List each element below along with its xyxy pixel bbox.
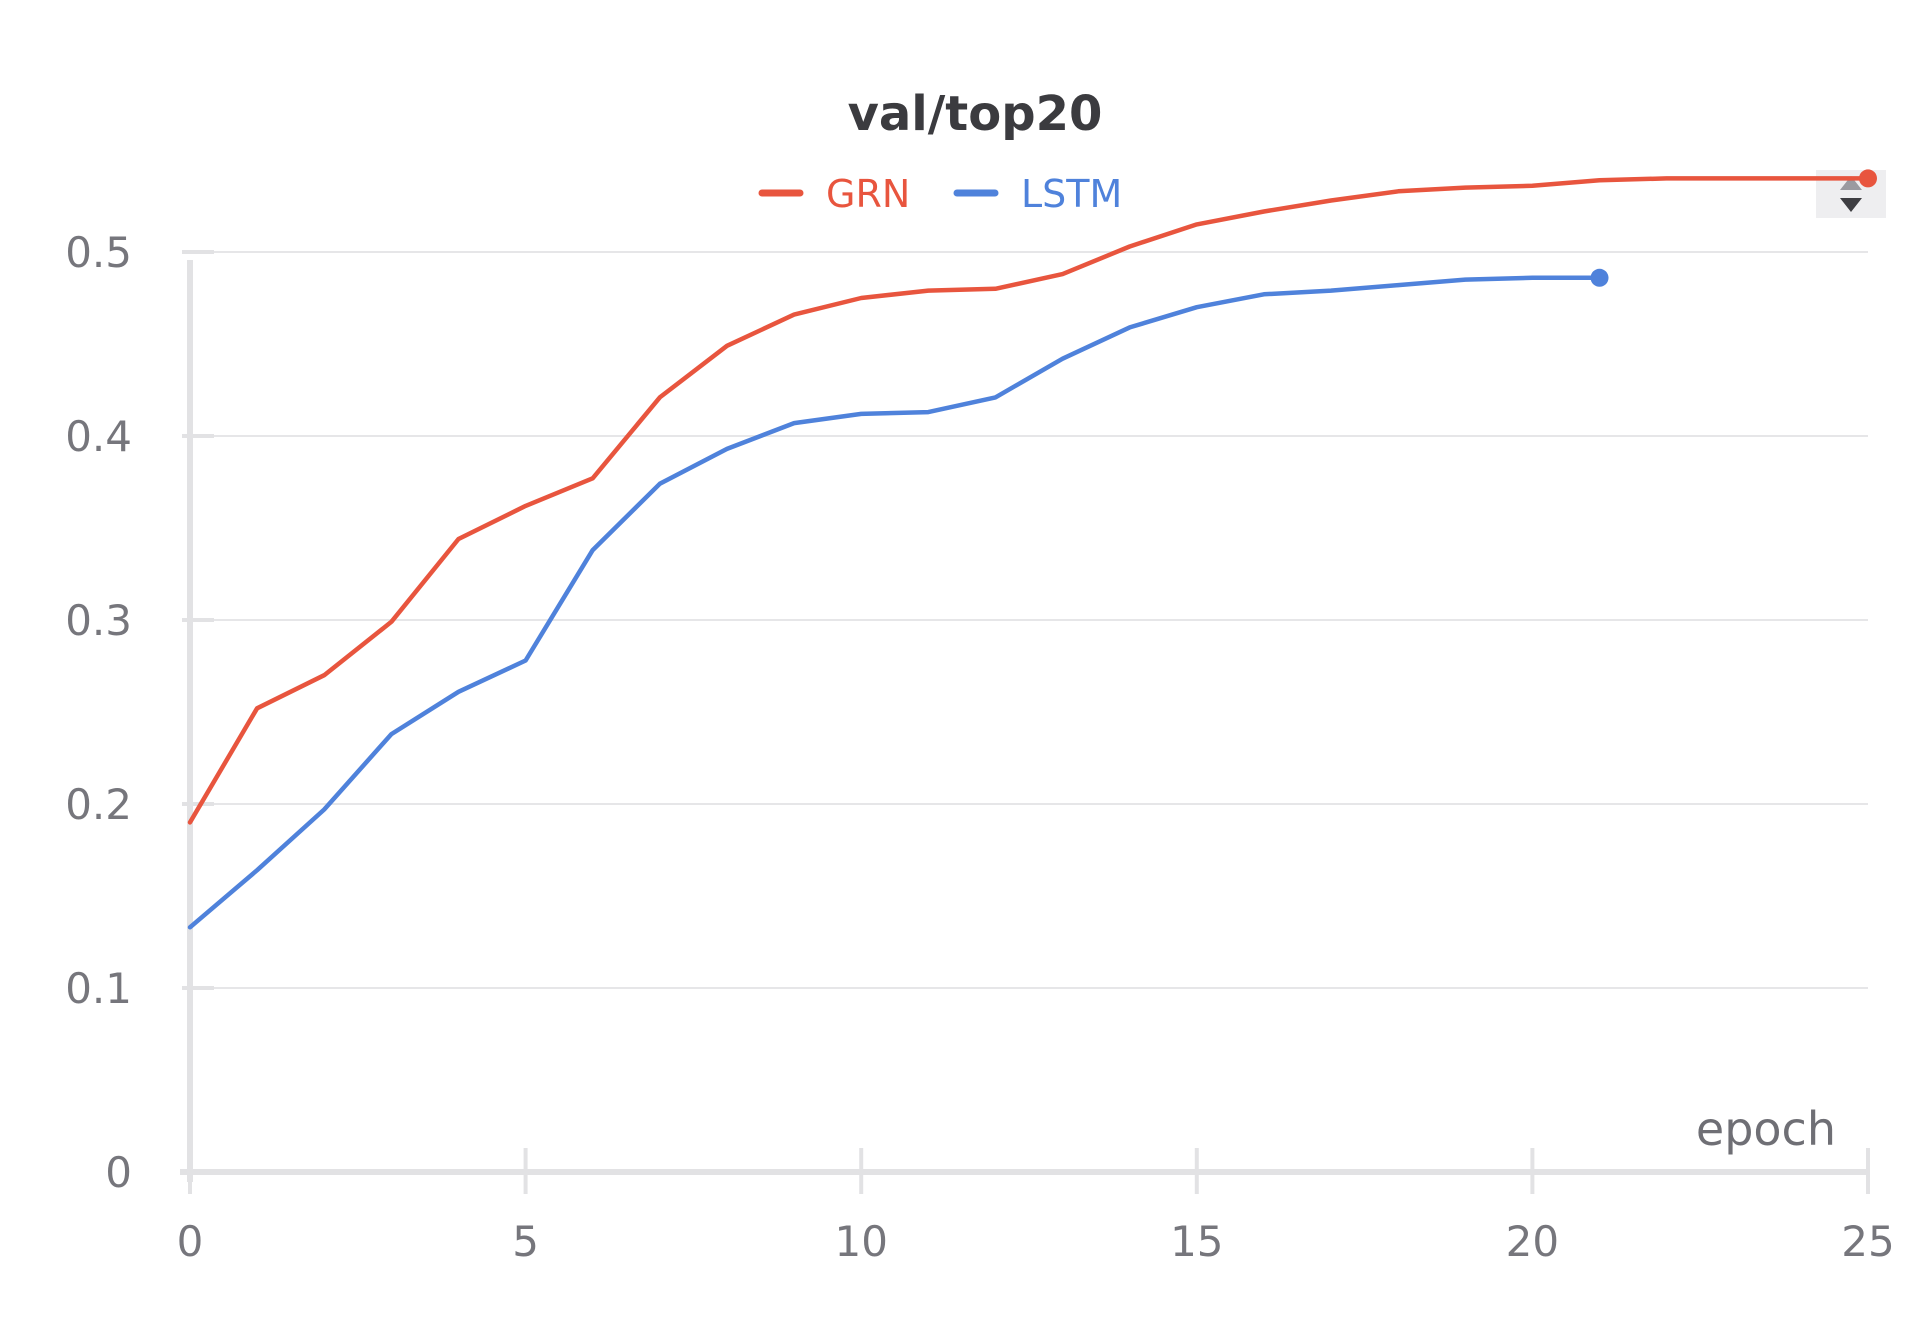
- sort-up-icon: [1840, 176, 1862, 190]
- series-end-marker-grn[interactable]: [1859, 169, 1877, 188]
- x-tick-label: 20: [1506, 1217, 1559, 1266]
- legend-label-lstm: LSTM: [1021, 172, 1122, 216]
- x-tick-label: 5: [512, 1217, 539, 1266]
- grid-lines: [190, 251, 1868, 989]
- series-line-lstm[interactable]: [187, 275, 1602, 930]
- legend-label-grn: GRN: [826, 172, 910, 216]
- x-tick-label: 0: [177, 1217, 204, 1266]
- y-axis: 0 0.1 0.2 0.3 0.4 0.5: [65, 228, 214, 1197]
- x-tick-label: 10: [834, 1217, 887, 1266]
- x-tick-label: 25: [1841, 1217, 1894, 1266]
- y-tick-label: 0.5: [65, 228, 132, 277]
- y-tick-label: 0.1: [65, 964, 132, 1013]
- series-line-grn[interactable]: [187, 176, 1871, 825]
- x-axis: 0 5 10 15 20 25: [177, 1148, 1895, 1266]
- sort-down-icon: [1840, 198, 1862, 212]
- x-axis-title: epoch: [1696, 1102, 1836, 1156]
- y-tick-label: 0.3: [65, 596, 132, 645]
- y-tick-label: 0: [105, 1148, 132, 1197]
- plot-area: [187, 169, 1877, 930]
- legend-item-lstm[interactable]: LSTM: [953, 172, 1122, 216]
- series-end-marker-lstm[interactable]: [1590, 268, 1609, 287]
- legend[interactable]: GRN LSTM: [758, 172, 1122, 216]
- y-tick-label: 0.2: [65, 780, 132, 829]
- legend-item-grn[interactable]: GRN: [758, 172, 910, 216]
- x-tick-label: 15: [1170, 1217, 1223, 1266]
- y-tick-label: 0.4: [65, 412, 132, 461]
- chart-title: val/top20: [848, 86, 1103, 142]
